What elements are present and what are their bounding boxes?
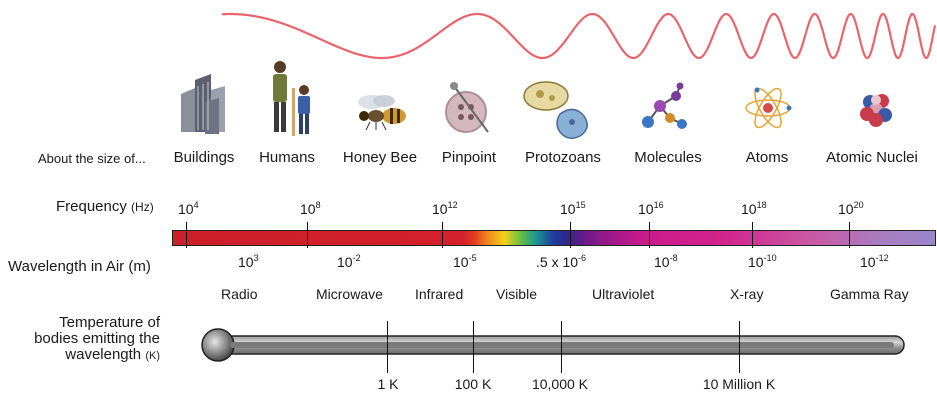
temperature-title: Temperature of bodies emitting the wavel… — [34, 314, 160, 363]
pinpoint-icon — [445, 82, 489, 133]
tick-mark — [752, 222, 753, 248]
frequency-value: 1018 — [741, 200, 767, 217]
band-label-infrared: Infrared — [415, 286, 464, 302]
object-label-atomic-nuclei: Atomic Nuclei — [826, 149, 918, 166]
temperature-unit: (K) — [145, 350, 160, 362]
tick-mark — [561, 321, 562, 373]
wavelength-value: 103 — [238, 253, 259, 270]
band-label-microwave: Microwave — [316, 286, 383, 302]
atoms-icon — [745, 87, 792, 129]
tick-mark — [849, 222, 850, 248]
object-label-buildings: Buildings — [173, 149, 235, 166]
object-label-honey-bee: Honey Bee — [342, 149, 418, 166]
frequency-unit: (Hz) — [131, 200, 154, 214]
frequency-value: 1016 — [638, 200, 664, 217]
thermometer — [201, 328, 905, 362]
wavelength-value: .5 x 10-6 — [536, 253, 587, 270]
humans-icon — [273, 61, 310, 136]
honey-bee-icon — [358, 95, 406, 131]
object-label-atoms: Atoms — [745, 149, 789, 166]
band-label-ultraviolet: Ultraviolet — [592, 286, 655, 302]
molecules-icon — [642, 82, 687, 129]
wavelength-value: 10-2 — [337, 253, 361, 270]
band-label-gamma-ray: Gamma Ray — [830, 286, 909, 302]
object-label-protozoans: Protozoans — [525, 149, 601, 166]
spectrum-bar — [172, 230, 936, 246]
tick-mark — [387, 321, 388, 373]
about-size-label: About the size of... — [38, 151, 146, 166]
wavelength-value: 10-12 — [860, 253, 889, 270]
band-label-visible: Visible — [496, 286, 537, 302]
tick-mark — [186, 222, 187, 248]
frequency-value: 1015 — [560, 200, 586, 217]
frequency-value: 1020 — [838, 200, 864, 217]
buildings-icon — [181, 74, 225, 134]
temperature-value: 10 Million K — [702, 376, 776, 392]
object-label-molecules: Molecules — [634, 149, 702, 166]
band-label-x-ray: X-ray — [730, 286, 764, 302]
band-label-radio: Radio — [221, 286, 258, 302]
frequency-value: 1012 — [432, 200, 458, 217]
atomic-nuclei-icon — [860, 94, 892, 127]
wavelength-title: Wavelength in Air (m) — [8, 258, 151, 275]
temperature-value: 100 K — [454, 376, 492, 392]
object-label-humans: Humans — [259, 149, 315, 166]
wavelength-wave — [222, 12, 937, 60]
tick-mark — [442, 222, 443, 248]
frequency-value: 108 — [300, 200, 321, 217]
tick-mark — [649, 222, 650, 248]
temperature-value: 1 K — [377, 376, 399, 392]
tick-mark — [739, 321, 740, 373]
protozoans-icon — [523, 81, 588, 139]
tick-mark — [307, 222, 308, 248]
temperature-value: 10,000 K — [531, 376, 589, 392]
wavelength-value: 10-10 — [748, 253, 777, 270]
tick-mark — [570, 222, 571, 248]
frequency-value: 104 — [178, 200, 199, 217]
frequency-title: Frequency (Hz) — [56, 198, 154, 215]
object-label-pinpoint: Pinpoint — [441, 149, 497, 166]
wavelength-value: 10-5 — [453, 253, 477, 270]
tick-mark — [473, 321, 474, 373]
wavelength-value: 10-8 — [654, 253, 678, 270]
